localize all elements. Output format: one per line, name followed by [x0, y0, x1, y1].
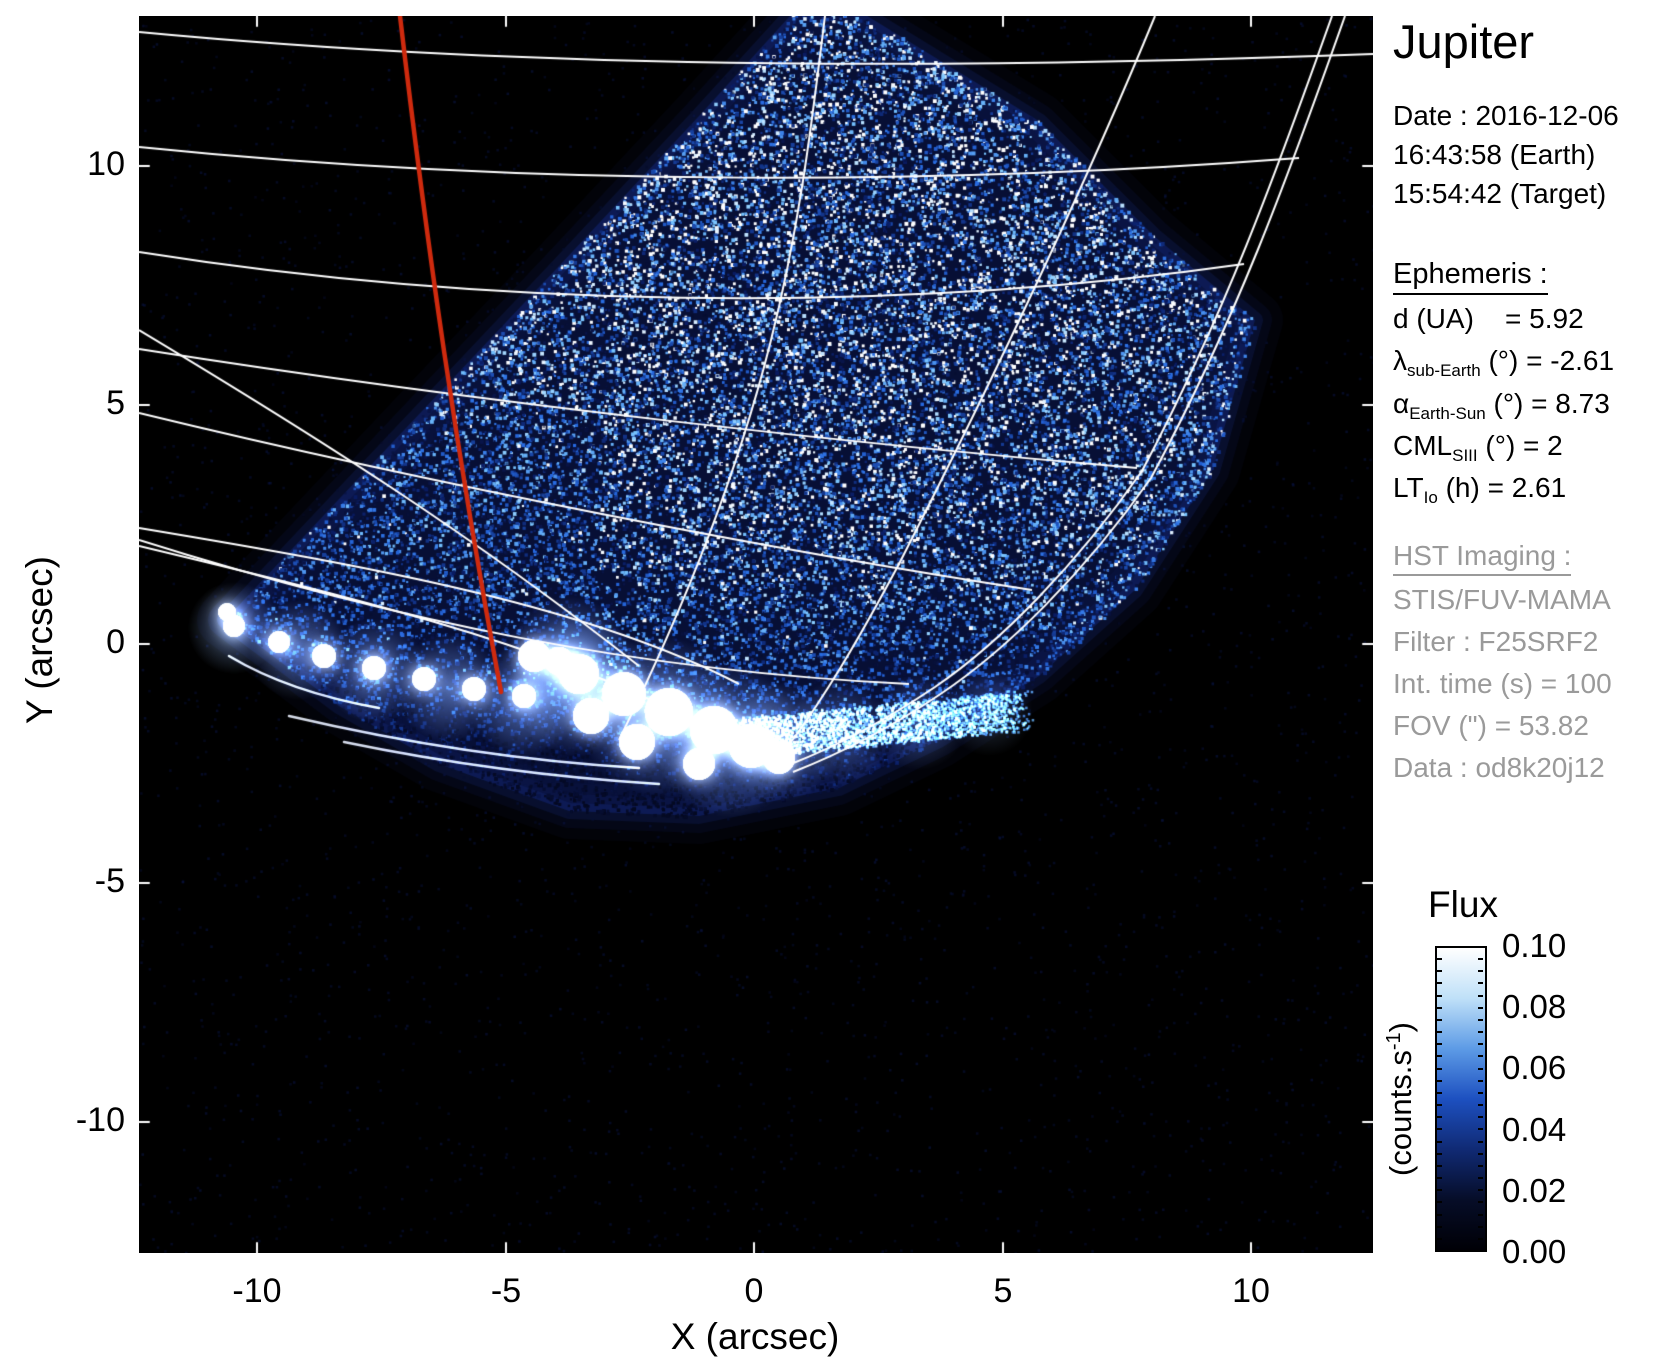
colorbar-tick-mark: [1437, 1079, 1442, 1082]
ephemeris-heading: Ephemeris :: [1393, 258, 1548, 295]
colorbar-tick-mark: [1478, 1116, 1483, 1119]
colorbar-tick-mark: [1478, 1043, 1483, 1046]
colorbar-tick-mark: [1478, 1250, 1483, 1252]
colorbar-tick-mark: [1437, 958, 1442, 961]
colorbar-tick-mark: [1478, 1079, 1483, 1082]
hst-imaging-heading: HST Imaging :: [1393, 540, 1572, 576]
time-earth: 16:43:58 (Earth): [1393, 139, 1596, 170]
ephemeris-alpha-earth-sun: αEarth-Sun (°) = 8.73: [1393, 388, 1610, 423]
ephemeris-lambda-sub-earth: λsub-Earth (°) = -2.61: [1393, 345, 1615, 380]
colorbar-tick-mark: [1478, 1055, 1483, 1058]
colorbar-tick-mark: [1478, 982, 1483, 985]
colorbar-tick-mark: [1478, 1031, 1483, 1034]
hst-filter: Filter : F25SRF2: [1393, 626, 1599, 657]
colorbar-tick-mark: [1437, 1225, 1442, 1228]
colorbar-tick-mark: [1478, 1189, 1483, 1192]
colorbar-tick-mark: [1437, 1091, 1442, 1094]
colorbar-tick-mark: [1478, 1201, 1483, 1204]
colorbar-tick-mark: [1437, 1018, 1442, 1021]
colorbar-tick-mark: [1478, 970, 1483, 973]
colorbar-tick-mark: [1437, 1055, 1442, 1058]
x-tick-label: -5: [490, 1272, 522, 1310]
colorbar-tick-mark: [1437, 1177, 1442, 1180]
colorbar-tick-mark: [1478, 1213, 1483, 1216]
colorbar-tick-mark: [1437, 1067, 1442, 1070]
colorbar-tick-mark: [1478, 1140, 1483, 1143]
colorbar-tick-mark: [1437, 1237, 1442, 1240]
y-tick-label: -10: [75, 1101, 125, 1139]
colorbar-tick-mark: [1478, 1128, 1483, 1131]
y-tick-label: 5: [106, 384, 125, 422]
hst-int-time: Int. time (s) = 100: [1393, 668, 1612, 699]
time-target: 15:54:42 (Target): [1393, 178, 1607, 209]
ephemeris-distance: d (UA) = 5.92: [1393, 303, 1584, 334]
y-tick-label: 0: [106, 623, 125, 661]
colorbar-tick-label: 0.08: [1502, 988, 1567, 1025]
colorbar-tick-mark: [1437, 1152, 1442, 1155]
colorbar-unit-label: (counts.s-1): [1382, 1022, 1419, 1176]
colorbar-tick-mark: [1478, 1067, 1483, 1070]
colorbar-tick-mark: [1437, 1164, 1442, 1167]
page-title: Jupiter: [1393, 15, 1535, 68]
colorbar-tick-mark: [1478, 994, 1483, 997]
x-tick-label: 10: [1232, 1272, 1270, 1310]
x-axis-label: X (arcsec): [670, 1316, 840, 1357]
colorbar-tick-label: 0.00: [1502, 1233, 1567, 1270]
colorbar-tick-mark: [1437, 1213, 1442, 1216]
colorbar-tick-label: 0.02: [1502, 1172, 1567, 1209]
colorbar-tick-mark: [1478, 958, 1483, 961]
colorbar-tick-mark: [1478, 946, 1483, 948]
colorbar-tick-mark: [1437, 1031, 1442, 1034]
colorbar-tick-mark: [1437, 1104, 1442, 1107]
colorbar-tick-mark: [1437, 1128, 1442, 1131]
hst-instrument: STIS/FUV-MAMA: [1393, 584, 1611, 615]
y-tick-label: 10: [87, 145, 125, 183]
colorbar-tick-mark: [1437, 1116, 1442, 1119]
hst-data-id: Data : od8k20j12: [1393, 752, 1605, 783]
colorbar-tick-mark: [1437, 1189, 1442, 1192]
colorbar-tick-label: 0.06: [1502, 1049, 1567, 1086]
colorbar-tick-mark: [1478, 1104, 1483, 1107]
colorbar-tick-mark: [1437, 1043, 1442, 1046]
colorbar-tick-mark: [1437, 1201, 1442, 1204]
colorbar-tick-mark: [1478, 1237, 1483, 1240]
x-tick-label: -10: [232, 1272, 282, 1310]
colorbar-tick-label: 0.04: [1502, 1111, 1567, 1148]
colorbar-tick-mark: [1478, 1018, 1483, 1021]
colorbar-tick-mark: [1478, 1006, 1483, 1009]
colorbar-tick-mark: [1437, 970, 1442, 973]
colorbar-tick-mark: [1437, 1006, 1442, 1009]
colorbar-tick-mark: [1478, 1177, 1483, 1180]
colorbar-tick-mark: [1437, 982, 1442, 985]
observation-date: Date : 2016-12-06: [1393, 100, 1619, 131]
colorbar-tick-mark: [1478, 1164, 1483, 1167]
colorbar-tick-mark: [1478, 1091, 1483, 1094]
hst-fov: FOV (") = 53.82: [1393, 710, 1589, 741]
colorbar: [1435, 946, 1487, 1252]
aurora-image-plot: [139, 16, 1373, 1253]
ephemeris-cml: CMLSIII (°) = 2: [1393, 430, 1563, 465]
ephemeris-lt-io: LTIo (h) = 2.61: [1393, 472, 1567, 507]
colorbar-tick-mark: [1437, 1140, 1442, 1143]
y-axis-label: Y (arcsec): [19, 556, 60, 724]
colorbar-tick-mark: [1437, 946, 1442, 948]
colorbar-tick-mark: [1478, 1225, 1483, 1228]
colorbar-title: Flux: [1428, 884, 1498, 925]
colorbar-tick-mark: [1437, 1250, 1442, 1252]
colorbar-tick-mark: [1437, 994, 1442, 997]
x-tick-label: 0: [744, 1272, 764, 1310]
colorbar-tick-mark: [1478, 1152, 1483, 1155]
y-tick-label: -5: [94, 862, 125, 900]
colorbar-tick-label: 0.10: [1502, 927, 1567, 964]
x-tick-label: 5: [993, 1272, 1013, 1310]
